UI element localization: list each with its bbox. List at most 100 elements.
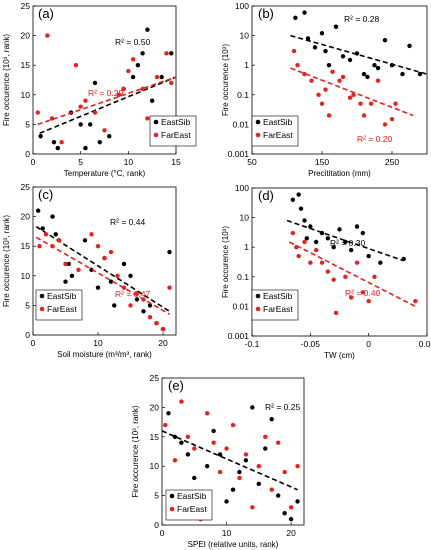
x-tick-label: 50 (247, 157, 257, 167)
r2-annotation: R² = 0.44 (110, 217, 145, 227)
data-point-fareast (263, 434, 268, 439)
data-point-fareast (154, 320, 159, 326)
data-point-fareast (237, 475, 242, 481)
y-tick-label: 0.1 (237, 90, 249, 100)
data-point-eastsib (378, 260, 383, 265)
legend-marker (255, 293, 261, 299)
legend: EastSib FarEast (149, 115, 197, 147)
data-point-fareast (331, 277, 336, 282)
panel-label: (d) (258, 188, 274, 203)
chart-panel-5: 0 5 10 15 20 25 0 10 20 SPEI (relative units, ran… (131, 373, 305, 549)
data-point-eastsib (366, 253, 371, 259)
data-point-eastsib (97, 139, 102, 145)
legend-label: FarEast (177, 504, 207, 514)
x-axis-title: Temperature (°C, rank) (64, 169, 146, 178)
data-point-fareast (337, 78, 342, 83)
y-tick-label: 25 (21, 182, 31, 192)
data-point-fareast (37, 244, 42, 249)
data-point-eastsib (296, 192, 301, 197)
y-tick-label: 10 (21, 90, 31, 100)
data-point-eastsib (112, 303, 117, 308)
trend-line-eastsib (39, 76, 177, 135)
data-point-fareast (343, 274, 348, 279)
r2-annotation: R² = 0.25 (265, 402, 300, 412)
data-point-fareast (340, 74, 346, 80)
data-point-fareast (147, 315, 153, 320)
data-point-fareast (102, 128, 107, 133)
y-tick-label: 0.1 (237, 272, 249, 282)
r2-annotation: R² = 0.28 (344, 14, 379, 24)
y-tick-label: 10 (21, 271, 31, 281)
data-point-fareast (73, 62, 79, 68)
y-tick-label: 10 (150, 461, 160, 471)
data-point-fareast (126, 68, 131, 74)
x-tick-label: 0 (160, 528, 165, 538)
r2-annotation: R² = 0.30 (330, 238, 365, 248)
data-point-fareast (63, 261, 68, 267)
data-point-eastsib (224, 499, 229, 504)
data-point-eastsib (290, 197, 296, 202)
data-point-eastsib (167, 249, 172, 255)
data-point-fareast (316, 92, 321, 98)
data-point-eastsib (400, 71, 405, 77)
data-point-fareast (275, 440, 281, 445)
data-point-fareast (382, 122, 388, 127)
data-point-eastsib (51, 139, 57, 145)
plot-frame (32, 186, 177, 336)
data-point-eastsib (313, 239, 319, 245)
y-tick-label: 1 (244, 242, 249, 252)
y-axis-title: Fire occurence (10³) (221, 226, 230, 298)
data-point-eastsib (92, 80, 98, 86)
y-tick-label: 5 (25, 119, 30, 129)
data-point-eastsib (298, 206, 304, 211)
data-point-fareast (393, 101, 398, 106)
data-point-fareast (302, 71, 307, 77)
y-tick-label: 5 (25, 300, 30, 310)
data-point-eastsib (407, 43, 412, 49)
plot-frame (251, 187, 428, 337)
y-tick-label: 15 (21, 60, 31, 70)
data-point-eastsib (375, 65, 381, 71)
data-point-fareast (291, 48, 297, 54)
plot-frame (161, 377, 305, 526)
data-point-fareast (128, 303, 133, 308)
data-point-fareast (121, 86, 126, 92)
x-tick-label: 20 (158, 338, 168, 348)
legend-marker (169, 506, 175, 512)
data-point-fareast (56, 238, 62, 243)
x-axis-title: TW (cm) (324, 351, 355, 360)
data-point-eastsib (302, 218, 307, 223)
y-tick-label: 20 (21, 212, 31, 222)
y-tick-label: 0.001 (228, 331, 250, 341)
x-axis-title: Soil moisture (m³/m³, rank) (57, 350, 152, 359)
data-point-fareast (224, 446, 229, 451)
r2-annotation: R² = 0.47 (115, 289, 150, 299)
legend-label: EastSib (263, 291, 293, 301)
data-point-fareast (351, 92, 356, 98)
data-point-fareast (372, 274, 377, 279)
legend-marker (153, 119, 159, 125)
data-point-fareast (185, 434, 191, 439)
data-point-eastsib (130, 74, 136, 80)
data-point-fareast (347, 95, 353, 100)
data-point-eastsib (53, 232, 58, 237)
legend-label: FarEast (263, 130, 293, 140)
data-point-eastsib (365, 74, 370, 80)
data-point-eastsib (337, 227, 342, 232)
data-point-fareast (282, 469, 287, 475)
legend-label: EastSib (47, 291, 77, 301)
data-point-fareast (243, 452, 249, 457)
y-tick-label: 0.01 (232, 301, 249, 311)
x-tick-label: 15 (171, 157, 181, 167)
data-point-eastsib (204, 464, 210, 469)
data-point-fareast (413, 298, 418, 304)
data-point-fareast (295, 62, 300, 68)
y-tick-label: 0 (25, 330, 30, 340)
data-point-eastsib (185, 452, 191, 457)
r2-annotation: R² = 0.29 (88, 88, 123, 98)
data-point-eastsib (149, 98, 155, 103)
legend-marker (39, 293, 45, 299)
x-tick-label: 0 (31, 338, 36, 348)
data-point-fareast (35, 110, 40, 115)
panel-label: (b) (258, 6, 274, 21)
